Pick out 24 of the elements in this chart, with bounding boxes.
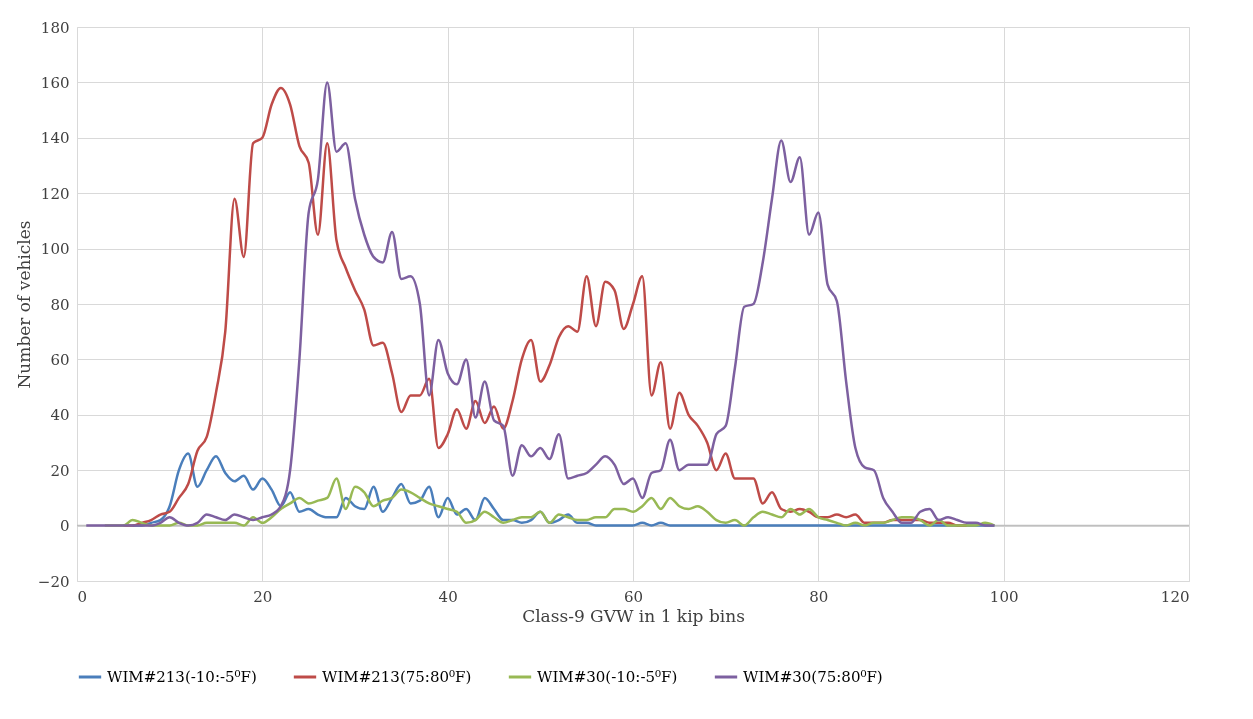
y-tick-label: 60 xyxy=(50,350,70,369)
x-axis-title: Class-9 GVW in 1 kip bins xyxy=(522,605,745,626)
y-tick-label: 120 xyxy=(40,184,70,203)
legend-label: WIM#213(-10:-5⁰F) xyxy=(107,668,257,686)
y-tick-label: 100 xyxy=(40,240,70,259)
y-axis-title: Number of vehicles xyxy=(13,220,34,389)
y-tick-label: 160 xyxy=(40,73,70,92)
y-tick-label: 40 xyxy=(50,406,70,425)
y-tick-label: 140 xyxy=(40,129,70,148)
legend-label: WIM#213(75:80⁰F) xyxy=(322,668,472,686)
y-tick-label: 0 xyxy=(59,517,70,536)
x-tick-label: 80 xyxy=(809,587,829,606)
y-tick-label: 180 xyxy=(40,18,70,37)
x-tick-label: 100 xyxy=(989,587,1019,606)
legend-label: WIM#30(75:80⁰F) xyxy=(743,668,883,686)
x-tick-label: 60 xyxy=(623,587,644,606)
y-tick-label: −20 xyxy=(37,572,70,591)
x-tick-label: 120 xyxy=(1160,587,1190,606)
y-tick-label: 20 xyxy=(50,461,70,480)
x-tick-label: 40 xyxy=(438,587,458,606)
x-tick-label: 0 xyxy=(77,587,88,606)
legend-label: WIM#30(-10:-5⁰F) xyxy=(537,668,678,686)
x-tick-label: 20 xyxy=(253,587,273,606)
y-tick-label: 80 xyxy=(50,295,70,314)
